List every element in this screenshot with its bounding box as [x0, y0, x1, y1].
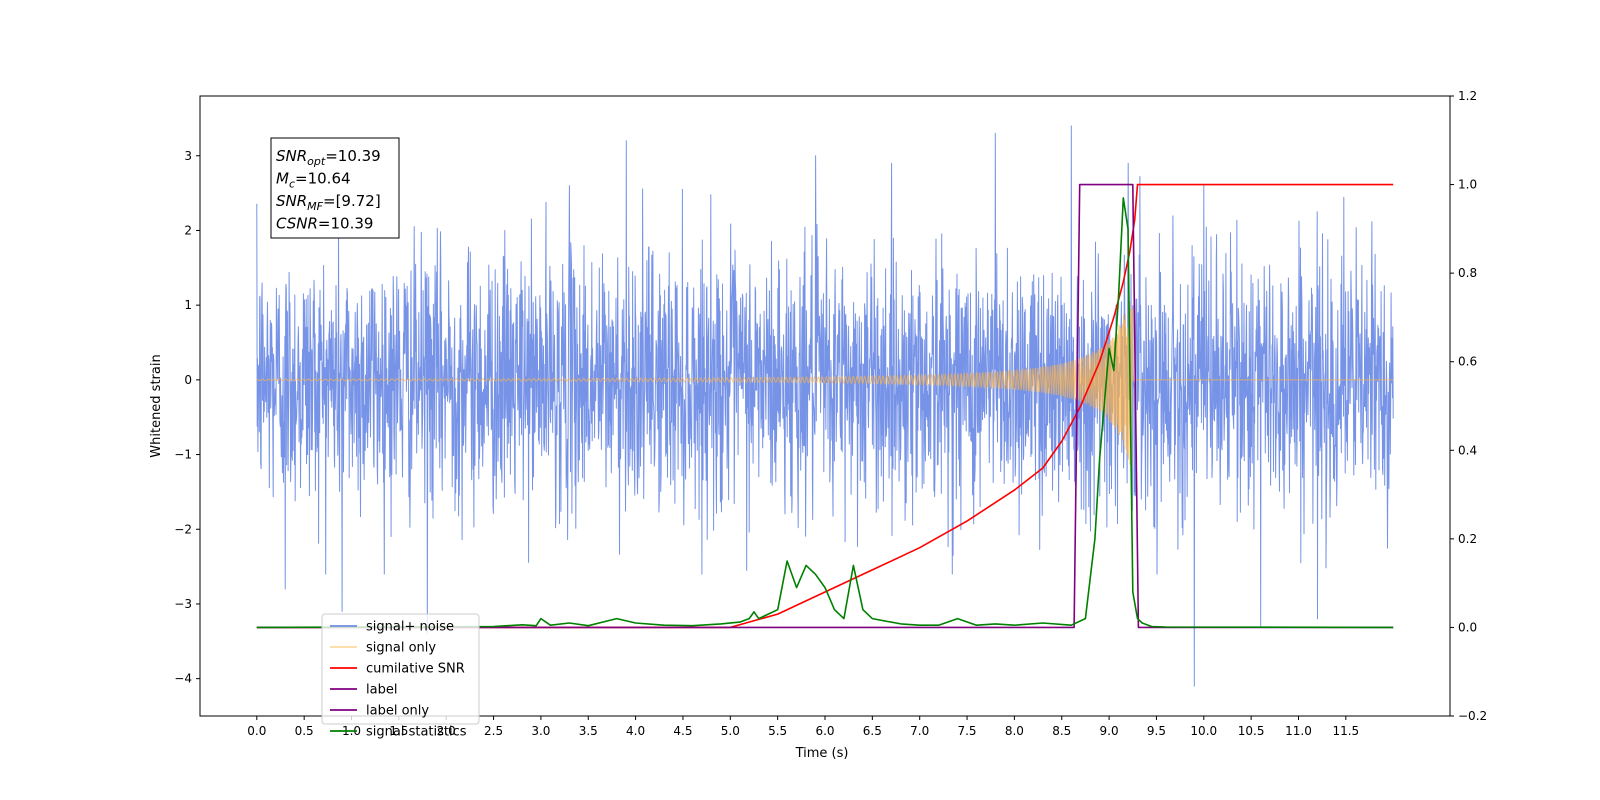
legend-label: cumilative SNR — [366, 662, 465, 677]
legend-label: signal+ noise — [366, 620, 454, 635]
x-tick-label: 3.0 — [531, 724, 550, 738]
x-axis-label: Time (s) — [795, 746, 849, 761]
legend: signal+ noise signal only cumilative SNR la… — [321, 613, 480, 740]
legend-item-signal-only: signal only — [330, 641, 436, 656]
series-signal-only — [256, 301, 1394, 469]
y2-tick-label: 1.0 — [1458, 178, 1477, 192]
y2-tick-label: 0.4 — [1458, 443, 1477, 457]
annotation-line: SNRopt=10.39 — [276, 147, 381, 168]
y-tick-label: −4 — [174, 672, 192, 686]
x-tick-label: 10.5 — [1238, 724, 1265, 738]
x-tick-label: 11.5 — [1332, 724, 1359, 738]
x-tick-label: 9.5 — [1147, 724, 1166, 738]
legend-label: label — [366, 683, 397, 698]
x-tick-label: 0.5 — [295, 724, 314, 738]
y-tick-label: 2 — [184, 223, 192, 237]
x-axis: 0.0 0.5 1.0 1.5 2.0 2.5 3.0 3.5 4.0 4.5 5.0 5.5 6.0 6… — [247, 716, 1359, 738]
y2-tick-label: 0.2 — [1458, 532, 1477, 546]
series-cumilative-snr — [256, 183, 1394, 629]
annotation-line: CSNR=10.39 — [276, 215, 373, 233]
y2-tick-label: 1.2 — [1458, 89, 1477, 103]
y-tick-label: 3 — [184, 149, 192, 163]
legend-frame — [321, 613, 480, 725]
y2-tick-label: 0.0 — [1458, 620, 1477, 634]
y2-tick-label: 0.6 — [1458, 355, 1477, 369]
y-tick-label: −2 — [174, 522, 192, 536]
x-tick-label: 4.0 — [626, 724, 645, 738]
legend-item-cumilative-snr: cumilative SNR — [330, 662, 465, 677]
x-tick-label: 6.5 — [863, 724, 882, 738]
y-tick-label: 0 — [184, 373, 192, 387]
legend-label: label only — [366, 704, 429, 719]
legend-item-signal-statistics: signal statistics — [330, 725, 467, 740]
y-axis-label: Whitened strain — [149, 354, 164, 457]
x-tick-label: 11.0 — [1285, 724, 1312, 738]
y2-tick-label: 0.8 — [1458, 266, 1477, 280]
x-tick-label: 7.5 — [957, 724, 976, 738]
legend-item-signal-noise: signal+ noise — [330, 620, 454, 635]
legend-item-label-only: label only — [330, 704, 429, 719]
x-tick-label: 5.0 — [721, 724, 740, 738]
x-tick-label: 4.5 — [673, 724, 692, 738]
x-tick-label: 5.5 — [768, 724, 787, 738]
annotation-line: SNRMF=[9.72] — [276, 192, 381, 213]
x-tick-label: 1.5 — [389, 724, 408, 738]
x-tick-label: 10.0 — [1190, 724, 1217, 738]
x-tick-label: 2.0 — [437, 724, 456, 738]
legend-item-label: label — [330, 683, 397, 698]
y-tick-label: 1 — [184, 298, 192, 312]
y-axis-right: −0.2 0.0 0.2 0.4 0.6 0.8 1.0 1.2 — [1450, 89, 1487, 723]
series-signal-noise — [256, 125, 1394, 687]
series-signal-statistics — [256, 197, 1394, 629]
legend-label: signal statistics — [366, 725, 467, 740]
y2-tick-label: −0.2 — [1458, 709, 1487, 723]
x-tick-label: 8.5 — [1052, 724, 1071, 738]
x-tick-label: 8.0 — [1005, 724, 1024, 738]
x-tick-label: 7.0 — [910, 724, 929, 738]
legend-label: signal only — [366, 641, 436, 656]
y-axis-left: −4 −3 −2 −1 0 1 2 3 — [174, 149, 200, 686]
annotation-frame — [270, 137, 400, 239]
legend-items: signal+ noise signal only cumilative SNR la… — [330, 620, 467, 740]
x-tick-label: 0.0 — [247, 724, 266, 738]
series-layer — [256, 125, 1394, 687]
x-tick-label: 9.0 — [1100, 724, 1119, 738]
x-tick-label: 2.5 — [484, 724, 503, 738]
x-tick-label: 6.0 — [815, 724, 834, 738]
y-tick-label: −3 — [174, 597, 192, 611]
y-tick-label: −1 — [174, 448, 192, 462]
annotation-line: Mc=10.64 — [276, 170, 351, 191]
x-tick-label: 3.5 — [579, 724, 598, 738]
